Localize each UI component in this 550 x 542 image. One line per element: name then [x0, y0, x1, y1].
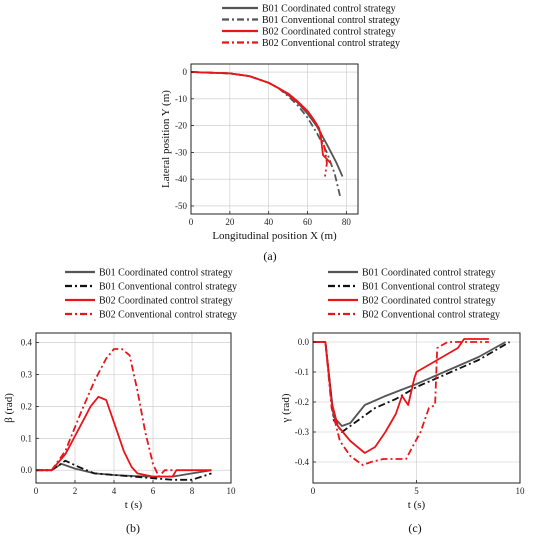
series-line-c-3	[313, 341, 489, 466]
legend-label-b-1: B01 Conventional control strategy	[99, 282, 237, 293]
x-tick-label-a-1: 20	[225, 217, 235, 227]
y-tick-label-a-3: -30	[175, 147, 187, 157]
y-tick-label-a-1: -10	[175, 94, 187, 104]
x-tick-label-c-1: 5	[414, 486, 419, 496]
x-axis-label-a: Longitudinal position X (m)	[212, 230, 337, 242]
legend-label-c-1: B01 Conventional control strategy	[362, 282, 500, 293]
x-tick-label-a-2: 40	[264, 217, 274, 227]
y-axis-label-a: Lateral position Y (m)	[160, 90, 172, 188]
panel-label-a: (a)	[263, 249, 276, 263]
legend-label-a-0: B01 Coordinated control strategy	[262, 4, 396, 15]
x-axis-label-b: t (s)	[125, 499, 143, 511]
y-tick-label-b-0: 0.0	[21, 465, 33, 475]
y-tick-label-c-0: 0.0	[298, 337, 310, 347]
y-tick-label-b-4: 0.4	[21, 338, 33, 348]
series-line-a-0	[190, 71, 344, 177]
x-axis-label-c: t (s)	[408, 499, 426, 511]
y-tick-label-c-3: -0.3	[295, 427, 310, 437]
x-tick-label-c-0: 0	[311, 486, 316, 496]
y-tick-label-c-1: -0.1	[295, 367, 309, 377]
x-tick-label-a-4: 80	[342, 217, 352, 227]
legend-label-a-2: B02 Coordinated control strategy	[262, 27, 396, 38]
y-tick-label-c-2: -0.2	[295, 397, 309, 407]
series-line-c-0	[313, 341, 506, 427]
plot-frame-a	[190, 63, 359, 215]
x-tick-label-b-5: 10	[227, 486, 237, 496]
x-tick-label-c-2: 10	[516, 486, 526, 496]
y-tick-label-b-2: 0.2	[21, 401, 32, 411]
legend-label-c-0: B01 Coordinated control strategy	[362, 268, 496, 279]
y-tick-label-a-4: -40	[175, 174, 187, 184]
y-tick-label-b-1: 0.1	[21, 433, 32, 443]
legend-label-b-2: B02 Coordinated control strategy	[99, 296, 233, 307]
panel-label-c: (c)	[408, 521, 421, 535]
y-tick-label-a-5: -50	[175, 201, 187, 211]
legend-label-a-1: B01 Conventional control strategy	[262, 15, 400, 26]
plot-frame-b	[35, 332, 232, 484]
panel-label-b: (b)	[126, 521, 140, 535]
legend-label-c-2: B02 Coordinated control strategy	[362, 296, 496, 307]
series-line-b-1	[36, 459, 212, 481]
series-line-c-2	[313, 338, 489, 454]
legend-label-a-3: B02 Conventional control strategy	[262, 38, 400, 49]
legend-label-b-0: B01 Coordinated control strategy	[99, 268, 233, 279]
series-line-b-0	[36, 462, 212, 478]
series-line-a-2	[190, 71, 332, 164]
x-tick-label-b-2: 4	[112, 486, 117, 496]
x-tick-label-b-3: 6	[151, 486, 156, 496]
series-line-a-3	[190, 71, 328, 177]
x-tick-label-b-1: 2	[73, 486, 78, 496]
x-tick-label-a-0: 0	[189, 217, 194, 227]
y-tick-label-a-2: -20	[175, 121, 187, 131]
y-axis-label-c: γ (rad)	[280, 393, 292, 423]
y-tick-label-b-3: 0.3	[21, 369, 33, 379]
y-axis-label-b: β (rad)	[3, 393, 15, 423]
y-tick-label-c-4: -0.4	[295, 457, 310, 467]
x-tick-label-a-3: 60	[303, 217, 313, 227]
series-line-b-2	[36, 395, 212, 478]
x-tick-label-b-0: 0	[34, 486, 39, 496]
x-tick-label-b-4: 8	[190, 486, 195, 496]
y-tick-label-a-0: 0	[183, 67, 188, 77]
series-line-b-3	[36, 348, 173, 478]
legend-label-b-3: B02 Conventional control strategy	[99, 310, 237, 321]
legend-label-c-3: B02 Conventional control strategy	[362, 310, 500, 321]
